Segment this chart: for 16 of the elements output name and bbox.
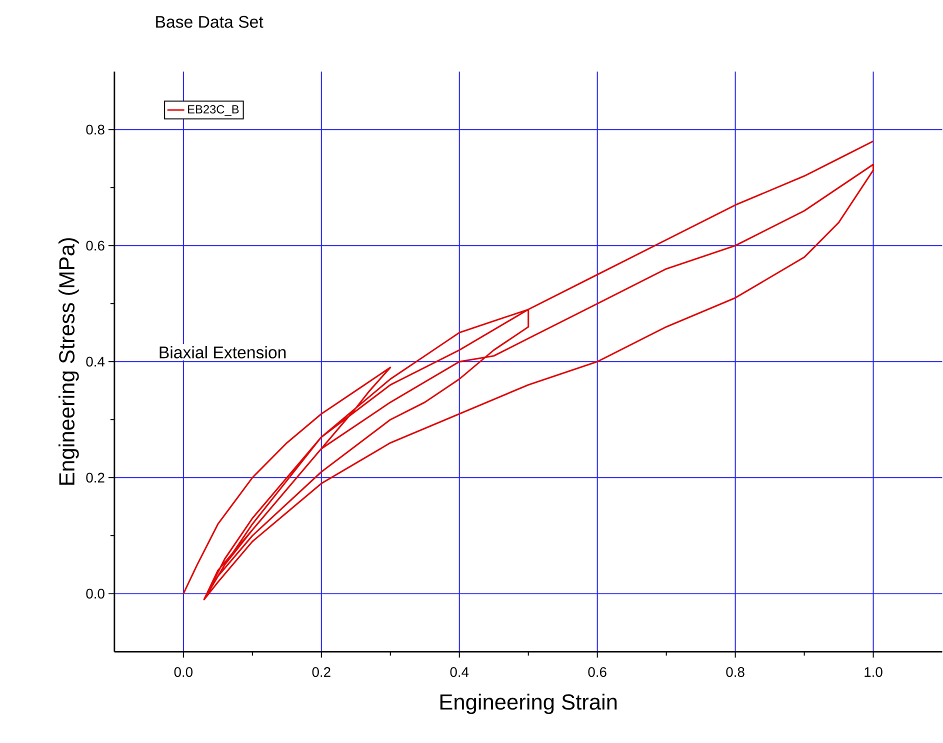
y-tick-label: 0.0 [86, 588, 104, 598]
y-tick-label: 0.2 [86, 472, 104, 482]
y-tick-label: 0.6 [86, 240, 104, 250]
y-tick-label: 0.8 [86, 124, 104, 134]
x-tick-label: 1.0 [864, 667, 882, 677]
x-axis-title: Engineering Strain [440, 694, 617, 714]
x-tick-label: 0.0 [174, 667, 193, 677]
legend-label: EB23C_B [188, 104, 239, 116]
y-axis-title: Engineering Stress (MPa) [58, 238, 79, 485]
x-tick-label: 0.6 [588, 667, 606, 677]
y-tick-label: 0.4 [86, 356, 105, 366]
chart-title: Base Data Set [156, 16, 264, 28]
x-tick-label: 0.2 [312, 667, 330, 677]
annotation: Biaxial Extension [160, 346, 286, 358]
x-tick-label: 0.4 [450, 667, 469, 677]
x-tick-label: 0.8 [726, 667, 744, 677]
